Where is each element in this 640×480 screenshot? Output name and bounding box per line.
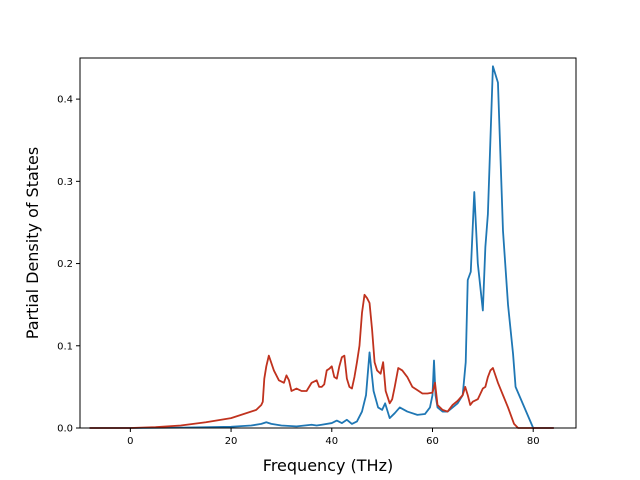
x-axis: 0 20 40 60 80 xyxy=(127,428,540,447)
y-axis-label: Partial Density of States xyxy=(23,147,42,339)
series-line-2 xyxy=(89,293,555,429)
series-layer xyxy=(89,65,555,429)
y-tick-label: 0.1 xyxy=(57,341,73,352)
plot-area xyxy=(80,58,576,428)
series-line-1 xyxy=(89,65,555,429)
y-tick-label: 0.3 xyxy=(57,177,73,188)
y-tick-label: 0.4 xyxy=(57,95,73,106)
x-tick-label: 60 xyxy=(426,436,439,447)
plot-frame xyxy=(79,57,577,429)
x-tick-label: 0 xyxy=(127,436,133,447)
y-axis: 0.0 0.1 0.2 0.3 0.4 xyxy=(57,95,80,435)
y-tick-label: 0.2 xyxy=(57,259,73,270)
x-tick-label: 20 xyxy=(225,436,238,447)
x-axis-label: Frequency (THz) xyxy=(263,456,393,475)
x-tick-label: 80 xyxy=(527,436,540,447)
y-tick-label: 0.0 xyxy=(57,424,73,435)
x-tick-label: 40 xyxy=(325,436,338,447)
